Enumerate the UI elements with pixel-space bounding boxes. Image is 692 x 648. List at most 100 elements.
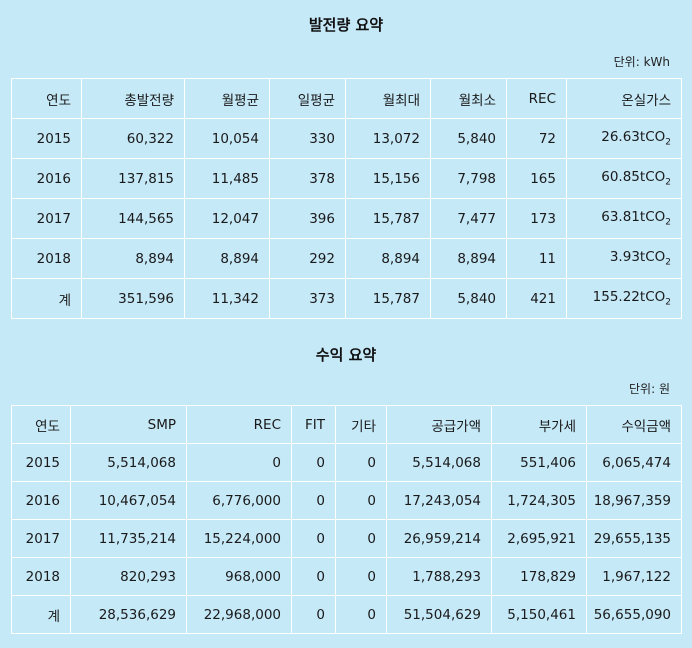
col-header-greenhouse-gas: 온실가스	[566, 78, 682, 119]
year-cell: 2017	[11, 198, 82, 239]
col-header-monthly-max: 월최대	[345, 78, 431, 119]
rec-cell: 968,000	[186, 557, 292, 596]
fit-cell: 0	[291, 595, 336, 634]
supply-value-cell: 17,243,054	[386, 481, 492, 520]
daily-average-cell: 292	[269, 238, 346, 279]
table-header-row: 연도 SMP REC FIT 기타 공급가액 부가세 수익금액	[11, 405, 682, 444]
monthly-max-cell: 8,894	[345, 238, 431, 279]
year-cell: 2018	[11, 557, 71, 596]
year-cell: 2016	[11, 158, 82, 199]
fit-cell: 0	[291, 481, 336, 520]
col-header-revenue-amount: 수익금액	[586, 405, 682, 444]
total-generation-cell: 60,322	[81, 118, 185, 159]
vat-cell: 2,695,921	[491, 519, 587, 558]
revenue-amount-cell: 1,967,122	[586, 557, 682, 596]
monthly-average-cell: 10,054	[184, 118, 270, 159]
total-generation-cell: 144,565	[81, 198, 185, 239]
smp-cell: 820,293	[70, 557, 187, 596]
col-header-total-generation: 총발전량	[81, 78, 185, 119]
col-header-year: 연도	[11, 78, 82, 119]
year-cell: 2017	[11, 519, 71, 558]
monthly-average-cell: 12,047	[184, 198, 270, 239]
col-header-vat: 부가세	[491, 405, 587, 444]
ghg-unit: tCO	[639, 169, 666, 186]
table-row: 2016 137,815 11,485 378 15,156 7,798 165 60.85t…	[11, 158, 682, 199]
col-header-year: 연도	[11, 405, 71, 444]
greenhouse-gas-cell: 26.63tCO2	[566, 118, 682, 159]
table-row: 2017 11,735,214 15,224,000 0 0 26,959,214 2,69…	[11, 519, 682, 558]
table-row: 계 351,596 11,342 373 15,787 5,840 421 155.22tCO…	[11, 278, 682, 319]
ghg-unit-subscript: 2	[665, 257, 671, 268]
fit-cell: 0	[291, 557, 336, 596]
table-header-row: 연도 총발전량 월평균 일평균 월최대 월최소 REC 온실가스	[11, 78, 682, 119]
rec-cell: 22,968,000	[186, 595, 292, 634]
table-row: 2015 60,322 10,054 330 13,072 5,840 72 26.63tCO…	[11, 118, 682, 159]
table-row: 2018 820,293 968,000 0 0 1,788,293 178,829 1,96…	[11, 557, 682, 596]
ghg-unit-subscript: 2	[665, 217, 671, 228]
other-cell: 0	[335, 481, 387, 520]
table-row: 2015 5,514,068 0 0 0 5,514,068 551,406 6,065,47…	[11, 443, 682, 482]
supply-value-cell: 26,959,214	[386, 519, 492, 558]
smp-cell: 10,467,054	[70, 481, 187, 520]
supply-value-cell: 51,504,629	[386, 595, 492, 634]
ghg-unit-subscript: 2	[665, 177, 671, 188]
ghg-value: 63.81	[601, 209, 640, 226]
rec-cell: 72	[506, 118, 567, 159]
revenue-amount-cell: 6,065,474	[586, 443, 682, 482]
table-row: 2018 8,894 8,894 292 8,894 8,894 11 3.93tCO2	[11, 238, 682, 279]
smp-cell: 11,735,214	[70, 519, 187, 558]
ghg-unit-subscript: 2	[665, 137, 671, 148]
monthly-min-cell: 8,894	[430, 238, 507, 279]
monthly-min-cell: 7,477	[430, 198, 507, 239]
year-cell: 2016	[11, 481, 71, 520]
other-cell: 0	[335, 557, 387, 596]
monthly-min-cell: 5,840	[430, 278, 507, 319]
supply-value-cell: 1,788,293	[386, 557, 492, 596]
year-cell: 계	[11, 595, 71, 634]
smp-cell: 5,514,068	[70, 443, 187, 482]
revenue-unit-note: 단위: 원	[629, 382, 670, 396]
monthly-average-cell: 11,485	[184, 158, 270, 199]
revenue-amount-cell: 29,655,135	[586, 519, 682, 558]
daily-average-cell: 373	[269, 278, 346, 319]
monthly-max-cell: 15,787	[345, 198, 431, 239]
table-row: 2017 144,565 12,047 396 15,787 7,477 173 63.81t…	[11, 198, 682, 239]
ghg-value: 60.85	[601, 169, 640, 186]
generation-summary-title: 발전량 요약	[308, 16, 384, 34]
ghg-unit: tCO	[639, 249, 666, 266]
rec-cell: 173	[506, 198, 567, 239]
rec-cell: 165	[506, 158, 567, 199]
monthly-average-cell: 11,342	[184, 278, 270, 319]
monthly-min-cell: 7,798	[430, 158, 507, 199]
rec-cell: 11	[506, 238, 567, 279]
supply-value-cell: 5,514,068	[386, 443, 492, 482]
year-cell: 계	[11, 278, 82, 319]
other-cell: 0	[335, 595, 387, 634]
generation-unit-note: 단위: kWh	[613, 55, 670, 69]
year-cell: 2015	[11, 443, 71, 482]
col-header-supply-value: 공급가액	[386, 405, 492, 444]
revenue-amount-cell: 56,655,090	[586, 595, 682, 634]
col-header-fit: FIT	[291, 405, 336, 444]
total-generation-cell: 137,815	[81, 158, 185, 199]
year-cell: 2015	[11, 118, 82, 159]
daily-average-cell: 378	[269, 158, 346, 199]
daily-average-cell: 330	[269, 118, 346, 159]
col-header-other: 기타	[335, 405, 387, 444]
ghg-unit: tCO	[639, 129, 666, 146]
table-row: 2016 10,467,054 6,776,000 0 0 17,243,054 1,724…	[11, 481, 682, 520]
other-cell: 0	[335, 519, 387, 558]
other-cell: 0	[335, 443, 387, 482]
table-row: 계 28,536,629 22,968,000 0 0 51,504,629 5,150,4…	[11, 595, 682, 634]
fit-cell: 0	[291, 443, 336, 482]
revenue-summary-table: 연도 SMP REC FIT 기타 공급가액 부가세 수익금액 2015 5,51…	[11, 405, 682, 634]
vat-cell: 178,829	[491, 557, 587, 596]
monthly-max-cell: 13,072	[345, 118, 431, 159]
greenhouse-gas-cell: 3.93tCO2	[566, 238, 682, 279]
ghg-unit-subscript: 2	[665, 297, 671, 308]
ghg-value: 26.63	[601, 129, 640, 146]
greenhouse-gas-cell: 60.85tCO2	[566, 158, 682, 199]
col-header-smp: SMP	[70, 405, 187, 444]
vat-cell: 5,150,461	[491, 595, 587, 634]
total-generation-cell: 8,894	[81, 238, 185, 279]
